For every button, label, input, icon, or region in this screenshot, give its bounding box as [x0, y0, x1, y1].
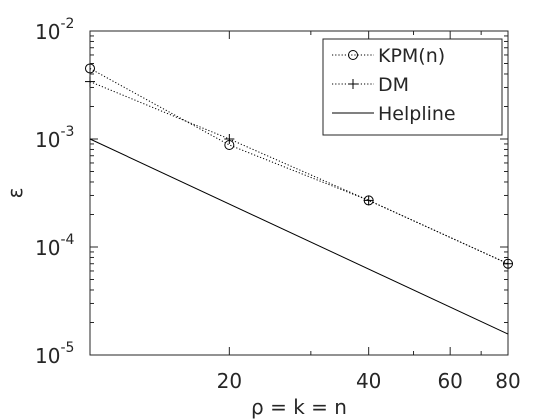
- legend-label: DM: [378, 74, 409, 96]
- y-tick-label: 10-2: [35, 16, 74, 44]
- x-tick-label: 80: [495, 369, 520, 393]
- legend-marker: [348, 50, 358, 60]
- y-tick-label: 10-3: [35, 124, 74, 152]
- x-tick-label: 60: [437, 369, 462, 393]
- legend-label: KPM(n): [378, 45, 445, 67]
- y-axis-label: ε: [3, 188, 27, 199]
- x-axis-ticks: 20 40 60 80: [89, 31, 521, 393]
- y-tick-label: 10-5: [35, 340, 74, 368]
- data-point: [503, 258, 513, 269]
- legend-label: Helpline: [378, 103, 456, 125]
- series-group: [85, 63, 513, 335]
- y-tick-label: 10-4: [35, 232, 75, 260]
- legend-marker: [348, 79, 358, 89]
- x-tick-label: 20: [217, 369, 242, 393]
- data-point: [224, 134, 235, 144]
- data-point: [85, 63, 95, 74]
- y-axis-ticks: 10-2 10-3 10-4 10-5: [35, 16, 508, 368]
- series-line-0: [89, 68, 509, 265]
- data-point: [363, 195, 374, 206]
- x-tick-label: 40: [356, 369, 381, 393]
- data-point: [85, 76, 95, 87]
- series-line-2: [89, 138, 509, 335]
- x-axis-label: ρ = k = n: [251, 395, 347, 419]
- legend: KPM(n) DM Helpline: [322, 38, 503, 136]
